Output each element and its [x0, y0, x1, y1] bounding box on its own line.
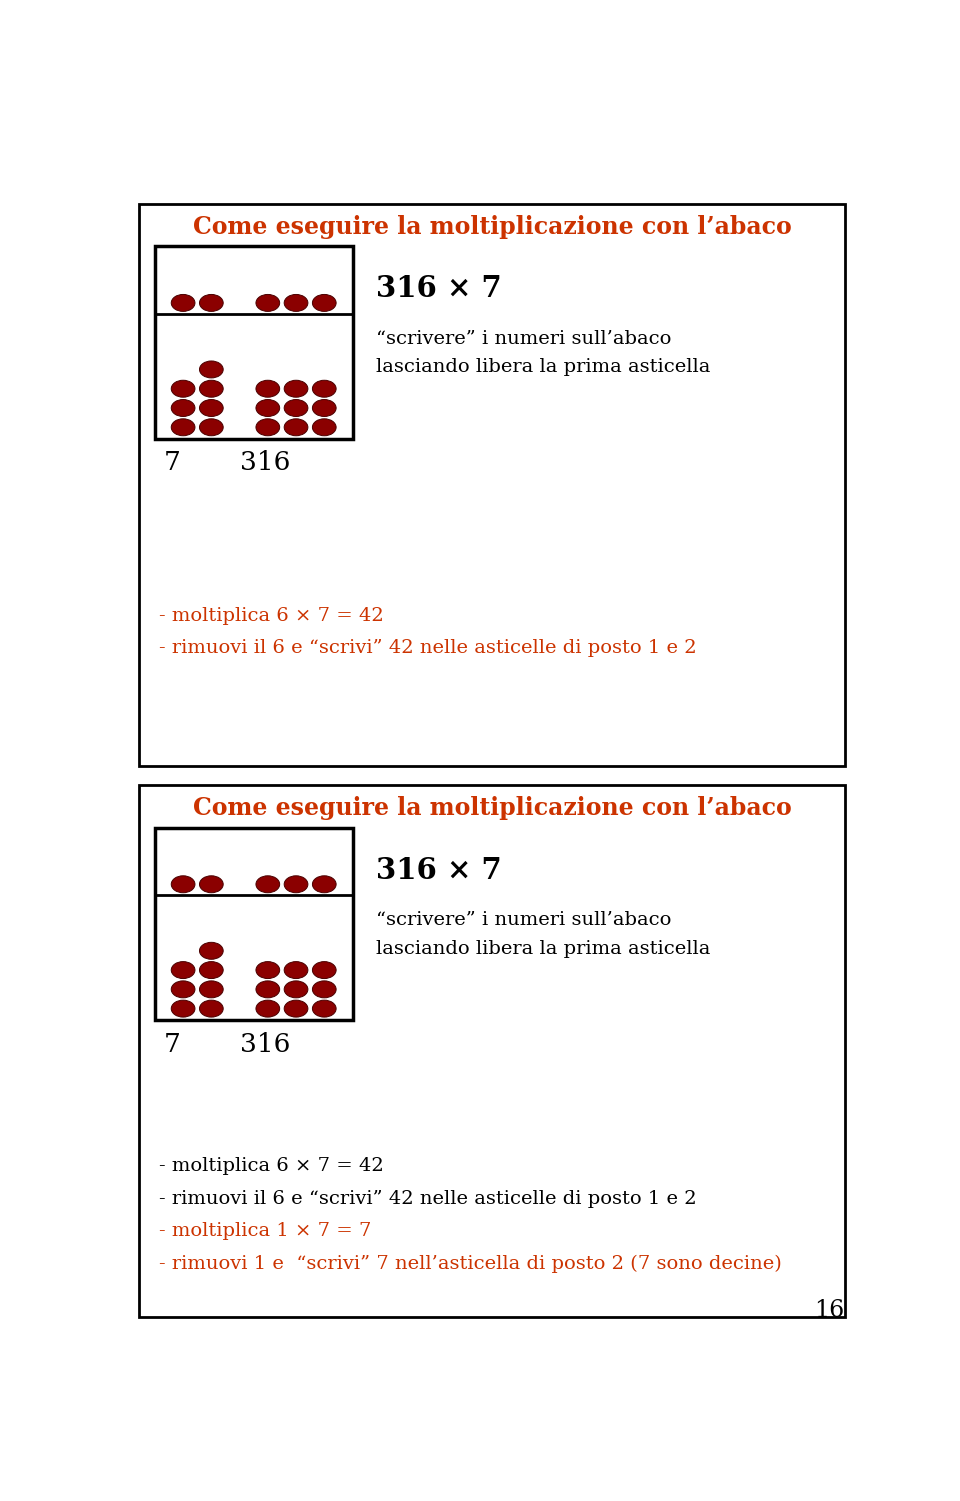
Ellipse shape	[256, 380, 279, 398]
Ellipse shape	[171, 294, 195, 311]
Ellipse shape	[200, 943, 223, 959]
Ellipse shape	[171, 962, 195, 979]
Ellipse shape	[284, 399, 308, 416]
Ellipse shape	[284, 419, 308, 435]
Ellipse shape	[312, 980, 336, 998]
Ellipse shape	[312, 875, 336, 893]
Text: “scrivere” i numeri sull’abaco: “scrivere” i numeri sull’abaco	[375, 330, 671, 348]
Ellipse shape	[284, 980, 308, 998]
Text: - moltiplica 1 × 7 = 7: - moltiplica 1 × 7 = 7	[158, 1222, 372, 1240]
Ellipse shape	[256, 980, 279, 998]
Ellipse shape	[284, 875, 308, 893]
Ellipse shape	[171, 980, 195, 998]
Ellipse shape	[200, 360, 223, 378]
Ellipse shape	[284, 1000, 308, 1018]
Ellipse shape	[171, 380, 195, 398]
Ellipse shape	[200, 1000, 223, 1018]
Bar	[139, 204, 845, 766]
Text: Come eseguire la moltiplicazione con l’abaco: Come eseguire la moltiplicazione con l’a…	[193, 797, 791, 821]
Bar	[155, 827, 352, 1021]
Text: 316: 316	[240, 1031, 291, 1057]
Ellipse shape	[200, 399, 223, 416]
Text: - moltiplica 6 × 7 = 42: - moltiplica 6 × 7 = 42	[158, 606, 383, 624]
Ellipse shape	[312, 1000, 336, 1018]
Text: - rimuovi il 6 e “scrivi” 42 nelle asticelle di posto 1 e 2: - rimuovi il 6 e “scrivi” 42 nelle astic…	[158, 1190, 696, 1208]
Ellipse shape	[256, 399, 279, 416]
Text: 316 × 7: 316 × 7	[375, 275, 501, 303]
Ellipse shape	[312, 294, 336, 311]
Ellipse shape	[312, 962, 336, 979]
Ellipse shape	[256, 962, 279, 979]
Ellipse shape	[284, 380, 308, 398]
Text: - rimuovi 1 e  “scrivi” 7 nell’asticella di posto 2 (7 sono decine): - rimuovi 1 e “scrivi” 7 nell’asticella …	[158, 1255, 781, 1273]
Ellipse shape	[284, 294, 308, 311]
Ellipse shape	[256, 875, 279, 893]
Ellipse shape	[171, 875, 195, 893]
Ellipse shape	[200, 875, 223, 893]
Ellipse shape	[256, 294, 279, 311]
Text: - rimuovi il 6 e “scrivi” 42 nelle asticelle di posto 1 e 2: - rimuovi il 6 e “scrivi” 42 nelle astic…	[158, 639, 696, 657]
Text: 316: 316	[240, 450, 291, 476]
Text: lasciando libera la prima asticella: lasciando libera la prima asticella	[375, 359, 710, 377]
Ellipse shape	[171, 399, 195, 416]
Text: 16: 16	[814, 1298, 845, 1322]
Ellipse shape	[200, 962, 223, 979]
Ellipse shape	[171, 1000, 195, 1018]
Bar	[139, 785, 845, 1316]
Ellipse shape	[256, 419, 279, 435]
Text: “scrivere” i numeri sull’abaco: “scrivere” i numeri sull’abaco	[375, 911, 671, 929]
Text: 316 × 7: 316 × 7	[375, 856, 501, 884]
Ellipse shape	[312, 399, 336, 416]
Ellipse shape	[200, 380, 223, 398]
Text: 7: 7	[163, 1031, 180, 1057]
Ellipse shape	[312, 380, 336, 398]
Bar	[155, 246, 352, 438]
Text: Come eseguire la moltiplicazione con l’abaco: Come eseguire la moltiplicazione con l’a…	[193, 215, 791, 239]
Text: 7: 7	[163, 450, 180, 476]
Ellipse shape	[171, 419, 195, 435]
Ellipse shape	[312, 419, 336, 435]
Ellipse shape	[256, 1000, 279, 1018]
Ellipse shape	[200, 294, 223, 311]
Text: - moltiplica 6 × 7 = 42: - moltiplica 6 × 7 = 42	[158, 1157, 383, 1175]
Ellipse shape	[200, 980, 223, 998]
Ellipse shape	[284, 962, 308, 979]
Ellipse shape	[200, 419, 223, 435]
Text: lasciando libera la prima asticella: lasciando libera la prima asticella	[375, 940, 710, 958]
